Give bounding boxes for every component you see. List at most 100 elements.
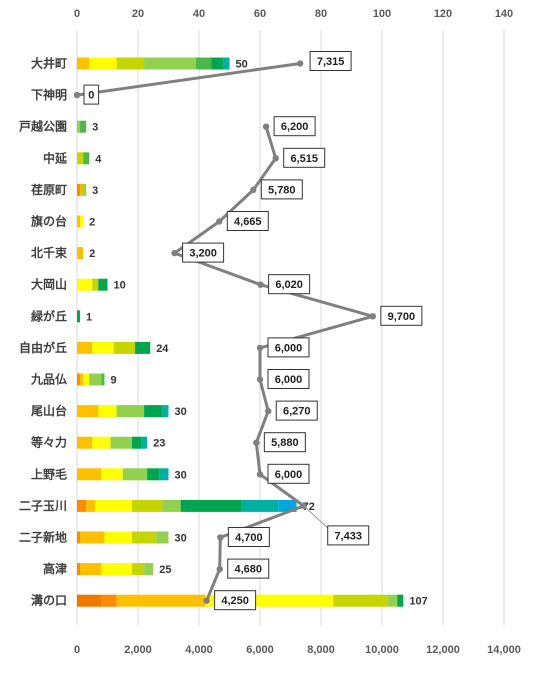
bar-segment <box>98 405 117 418</box>
bottom-tick-label: 0 <box>74 644 80 656</box>
point-label-box <box>226 211 269 231</box>
line-point <box>256 344 264 352</box>
bar-segment <box>89 57 117 70</box>
bottom-tick-label: 2,000 <box>124 644 152 656</box>
category-label: 戸越公園 <box>19 119 67 134</box>
line-point <box>216 565 223 573</box>
bar-total-label: 25 <box>159 564 171 576</box>
bar-total-label: 9 <box>110 375 116 387</box>
point-label: 6,020 <box>275 279 303 291</box>
bar-segment <box>92 436 111 449</box>
bar-segment <box>134 341 151 354</box>
category-label: 旗の台 <box>31 214 67 229</box>
bar-segment <box>397 594 404 607</box>
category-label: 二子玉川 <box>19 499 67 513</box>
bar-segment <box>77 436 81 449</box>
point-label-box <box>214 590 257 611</box>
bar-segment <box>144 563 154 576</box>
category-label: 北千束 <box>31 245 68 260</box>
bar-segment <box>86 499 96 512</box>
bar-segment <box>80 215 84 228</box>
point-label-box <box>380 305 423 326</box>
bar-segment <box>77 215 81 228</box>
top-tick-label: 100 <box>373 8 391 20</box>
category-label: 尾山台 <box>31 403 67 418</box>
bottom-axis-ticks: 0 2,000 4,000 6,000 8,000 10,000 12,000 14,000 <box>74 644 521 656</box>
bar-segment <box>104 531 132 544</box>
bar-segment <box>101 594 117 607</box>
bar-total-label: 1 <box>86 311 92 323</box>
point-label: 6,000 <box>275 469 303 481</box>
bar-segment <box>80 436 93 449</box>
bar-segment <box>80 120 87 133</box>
line-point <box>257 281 264 288</box>
point-label-box <box>260 179 303 200</box>
line-point <box>262 123 270 130</box>
line-point <box>272 155 279 162</box>
bottom-tick-label: 14,000 <box>487 644 521 656</box>
point-label: 4,250 <box>221 595 249 607</box>
line-point <box>73 91 81 99</box>
gridlines <box>76 30 505 625</box>
point-label: 6,000 <box>275 374 303 386</box>
line-point <box>369 313 377 320</box>
bar-segment <box>180 499 242 512</box>
bar-segment <box>77 373 81 386</box>
top-tick-label: 0 <box>74 8 80 20</box>
top-tick-label: 40 <box>193 8 205 20</box>
category-label: 等々力 <box>30 435 67 450</box>
top-tick-label: 60 <box>254 8 266 20</box>
category-label: 二子新地 <box>19 530 67 545</box>
bar-total-label: 107 <box>409 596 427 608</box>
top-tick-label: 140 <box>495 8 513 20</box>
bar-segment <box>147 468 160 481</box>
point-label: 3,200 <box>189 248 217 260</box>
point-label: 4,700 <box>235 532 263 544</box>
category-label: 下神明 <box>31 87 67 102</box>
line-point <box>250 186 257 194</box>
category-label: 高津 <box>43 561 67 576</box>
bar-segment <box>77 183 81 196</box>
point-label: 6,515 <box>290 153 318 165</box>
bar-segment <box>122 468 148 481</box>
bar-segment <box>211 57 224 70</box>
bar-segment <box>101 563 132 576</box>
bar-segment <box>77 405 81 418</box>
point-label: 4,665 <box>234 216 262 228</box>
category-labels: 大井町下神明戸越公園中延荏原町旗の台北千束大岡山緑が丘自由が丘九品仏尾山台等々力… <box>19 56 68 608</box>
bar-total-label: 30 <box>175 406 187 418</box>
bottom-tick-label: 12,000 <box>426 644 460 656</box>
bar-segment <box>388 594 398 607</box>
bar-segment <box>77 468 102 481</box>
bar-total-label: 30 <box>175 469 187 481</box>
category-label: 溝の口 <box>31 593 67 608</box>
bar-segment <box>98 278 108 291</box>
bottom-tick-label: 6,000 <box>246 644 274 656</box>
bar-segment <box>77 310 81 323</box>
point-label: 4,680 <box>234 564 262 576</box>
category-label: 荏原町 <box>31 182 67 197</box>
bar-segment <box>92 278 99 291</box>
point-label-box <box>83 84 100 105</box>
point-label-box <box>263 432 306 453</box>
bottom-tick-label: 10,000 <box>365 644 399 656</box>
bar-segment <box>77 531 81 544</box>
line-point <box>265 407 272 415</box>
point-label-box <box>182 242 225 263</box>
point-label-box <box>268 274 311 295</box>
point-label-box <box>227 527 270 547</box>
point-label: 0 <box>88 90 94 102</box>
bar-total-label: 50 <box>236 59 248 71</box>
bottom-tick-label: 4,000 <box>185 644 213 656</box>
bar-segment <box>116 405 145 418</box>
leader-line <box>303 505 329 529</box>
bar-segment <box>77 120 81 133</box>
line-point <box>256 471 264 478</box>
bar-segment <box>77 278 93 291</box>
bar-segment <box>77 247 84 260</box>
bar-segment <box>162 499 181 512</box>
line-point <box>171 249 178 257</box>
bar-segment <box>116 57 145 70</box>
line-point-labels: 7,315 0 6,200 6,515 5,780 4,665 3,200 6,020 9,70… <box>83 51 423 611</box>
